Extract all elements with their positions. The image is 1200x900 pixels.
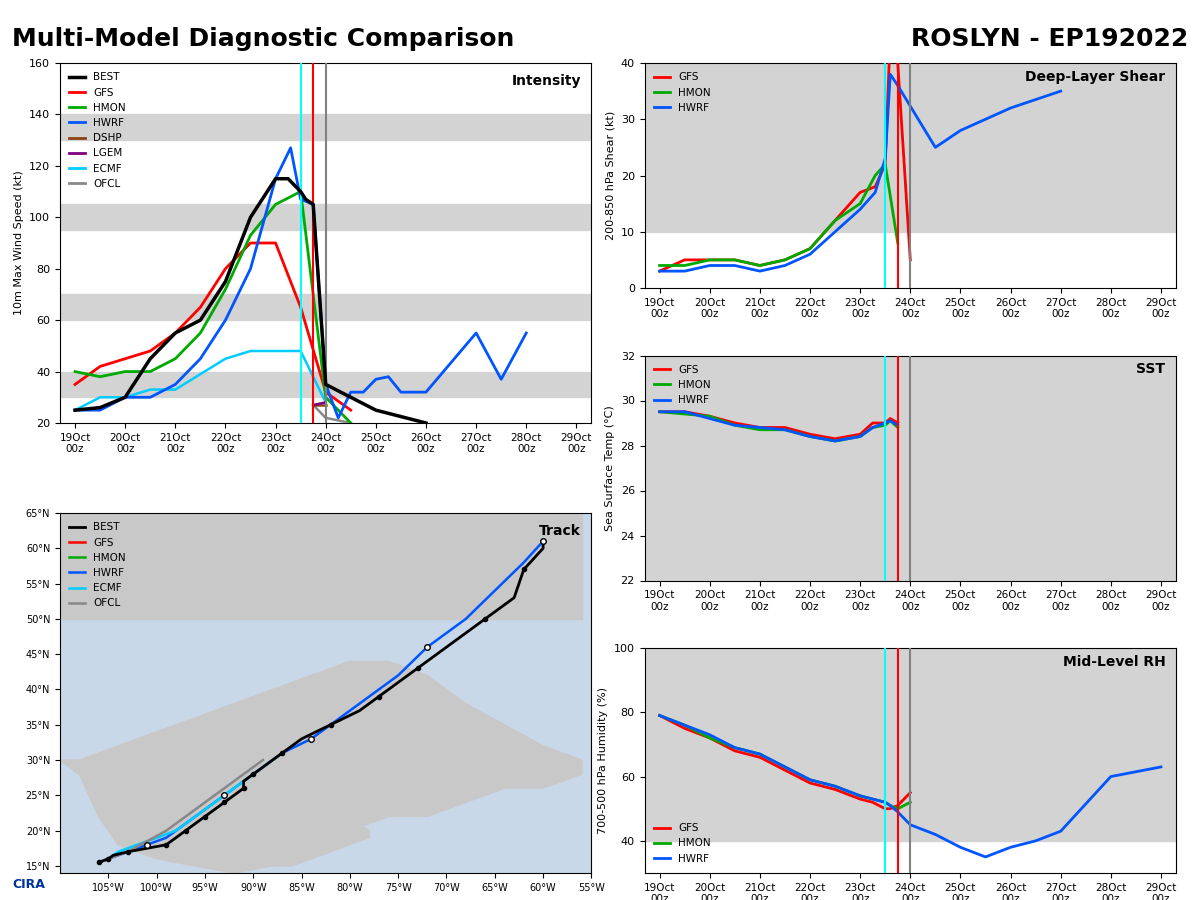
Bar [60,294,592,320]
Y-axis label: 10m Max Wind Speed (kt): 10m Max Wind Speed (kt) [13,171,24,315]
Polygon shape [60,662,582,873]
Polygon shape [0,746,370,866]
Text: Deep-Layer Shear: Deep-Layer Shear [1025,70,1165,84]
Bar [644,491,1176,536]
Bar [644,356,1176,400]
Bar [60,114,592,140]
Legend: GFS, HMON, HWRF: GFS, HMON, HWRF [649,819,715,868]
Y-axis label: 200-850 hPa Shear (kt): 200-850 hPa Shear (kt) [605,111,616,240]
Bar [644,712,1176,777]
Bar [60,372,592,397]
Bar [644,176,1176,231]
Legend: BEST, GFS, HMON, HWRF, ECMF, OFCL: BEST, GFS, HMON, HWRF, ECMF, OFCL [65,518,130,613]
Y-axis label: 700-500 hPa Humidity (%): 700-500 hPa Humidity (%) [599,687,608,834]
Legend: BEST, GFS, HMON, HWRF, DSHP, LGEM, ECMF, OFCL: BEST, GFS, HMON, HWRF, DSHP, LGEM, ECMF,… [65,68,130,193]
Bar [644,648,1176,712]
Text: CIRA: CIRA [12,878,44,891]
Text: ROSLYN - EP192022: ROSLYN - EP192022 [911,27,1188,51]
Bar [644,536,1176,580]
Bar [644,63,1176,119]
Bar [644,446,1176,491]
Legend: GFS, HMON, HWRF: GFS, HMON, HWRF [649,68,715,117]
Bar [60,204,592,230]
Text: Track: Track [539,524,581,538]
Text: Multi-Model Diagnostic Comparison: Multi-Model Diagnostic Comparison [12,27,515,51]
Polygon shape [0,513,582,619]
Bar [644,119,1176,176]
Text: Mid-Level RH: Mid-Level RH [1063,654,1165,669]
Bar [644,400,1176,446]
Text: SST: SST [1136,362,1165,376]
Text: Intensity: Intensity [511,74,581,88]
Y-axis label: Sea Surface Temp (°C): Sea Surface Temp (°C) [605,405,616,531]
Bar [644,777,1176,841]
Legend: GFS, HMON, HWRF: GFS, HMON, HWRF [649,361,715,410]
